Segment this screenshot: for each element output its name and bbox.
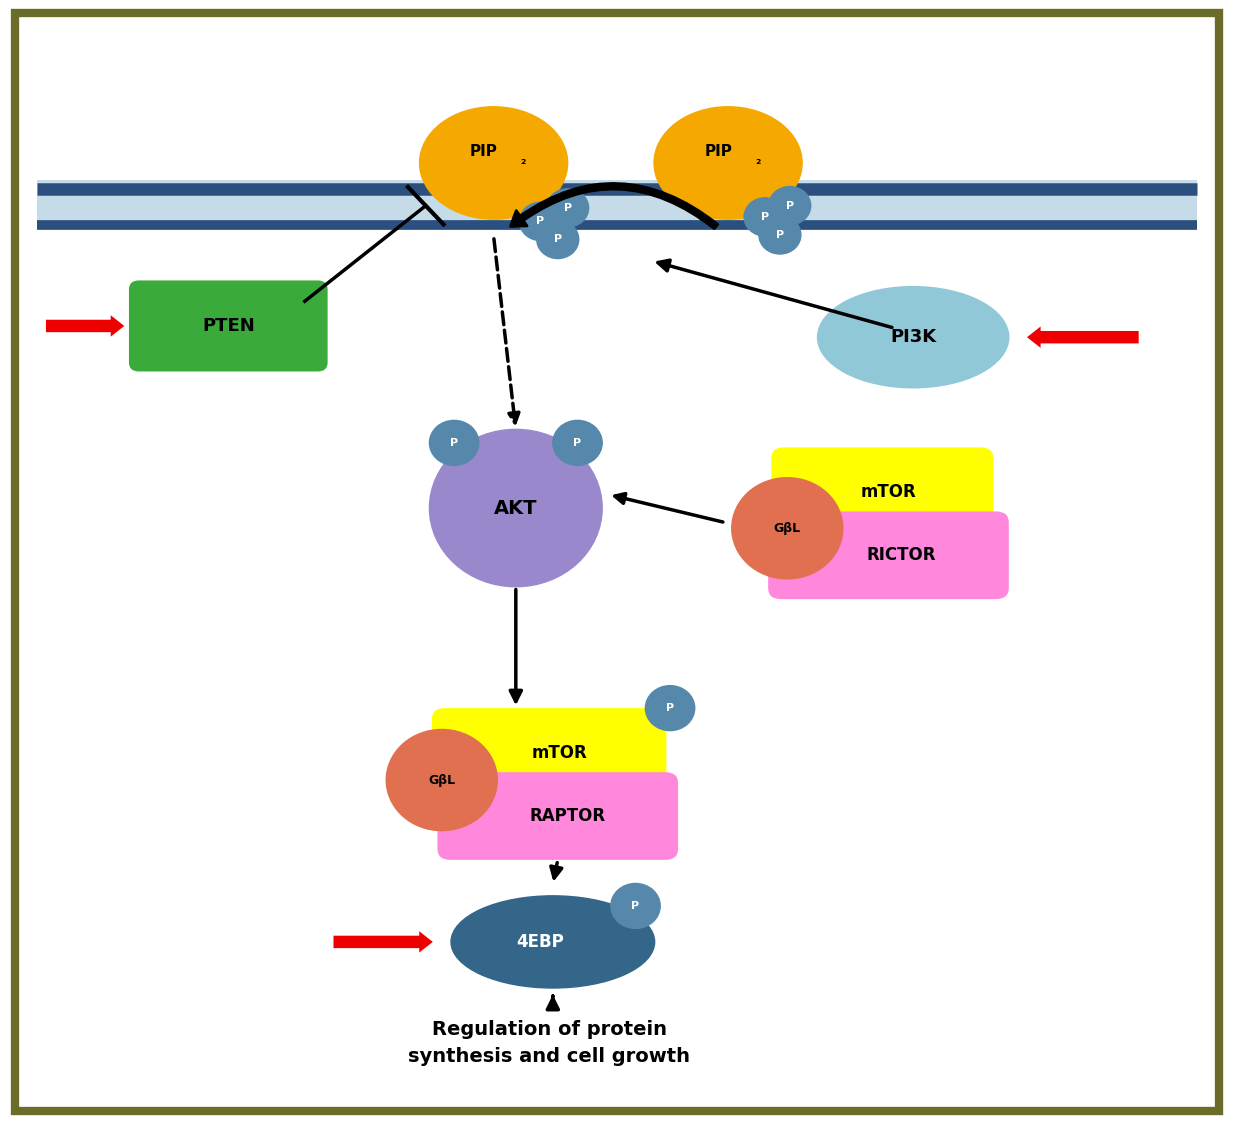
FancyBboxPatch shape bbox=[771, 447, 993, 537]
Text: RICTOR: RICTOR bbox=[866, 546, 935, 564]
Text: PIP: PIP bbox=[470, 144, 497, 160]
Circle shape bbox=[645, 686, 695, 731]
Ellipse shape bbox=[732, 478, 843, 579]
Text: GβL: GβL bbox=[428, 773, 455, 787]
Text: Regulation of protein
synthesis and cell growth: Regulation of protein synthesis and cell… bbox=[408, 1021, 690, 1066]
Text: 4EBP: 4EBP bbox=[517, 933, 564, 951]
Circle shape bbox=[744, 198, 786, 236]
Ellipse shape bbox=[386, 729, 497, 831]
Circle shape bbox=[537, 220, 579, 259]
Text: PIP: PIP bbox=[705, 144, 732, 160]
Text: mTOR: mTOR bbox=[531, 744, 587, 762]
Text: P: P bbox=[776, 230, 784, 239]
Text: P: P bbox=[450, 438, 458, 447]
Text: P: P bbox=[632, 901, 639, 910]
Text: PTEN: PTEN bbox=[202, 317, 254, 335]
Bar bbox=[37, 180, 1197, 225]
Text: P: P bbox=[574, 438, 581, 447]
Text: ₂: ₂ bbox=[755, 154, 760, 167]
Ellipse shape bbox=[420, 107, 568, 219]
Ellipse shape bbox=[817, 287, 1008, 388]
Text: mTOR: mTOR bbox=[860, 483, 917, 501]
Text: RAPTOR: RAPTOR bbox=[529, 807, 606, 825]
Text: P: P bbox=[554, 235, 561, 244]
Text: AKT: AKT bbox=[494, 499, 538, 517]
Circle shape bbox=[769, 187, 811, 225]
Circle shape bbox=[547, 189, 589, 227]
Text: GβL: GβL bbox=[774, 522, 801, 535]
FancyBboxPatch shape bbox=[437, 772, 679, 860]
Circle shape bbox=[759, 216, 801, 254]
Ellipse shape bbox=[452, 896, 654, 988]
Text: P: P bbox=[786, 201, 793, 210]
Text: P: P bbox=[666, 704, 674, 713]
FancyBboxPatch shape bbox=[768, 511, 1008, 599]
Ellipse shape bbox=[654, 107, 802, 219]
FancyArrowPatch shape bbox=[511, 183, 718, 228]
FancyBboxPatch shape bbox=[432, 708, 666, 798]
Text: P: P bbox=[761, 212, 769, 221]
Text: P: P bbox=[564, 203, 571, 212]
Circle shape bbox=[520, 202, 561, 241]
FancyBboxPatch shape bbox=[128, 281, 327, 371]
Ellipse shape bbox=[429, 429, 602, 587]
Text: ₂: ₂ bbox=[521, 154, 526, 167]
Text: P: P bbox=[537, 217, 544, 226]
Circle shape bbox=[611, 883, 660, 928]
Circle shape bbox=[553, 420, 602, 465]
Circle shape bbox=[429, 420, 479, 465]
Text: PI3K: PI3K bbox=[890, 328, 937, 346]
